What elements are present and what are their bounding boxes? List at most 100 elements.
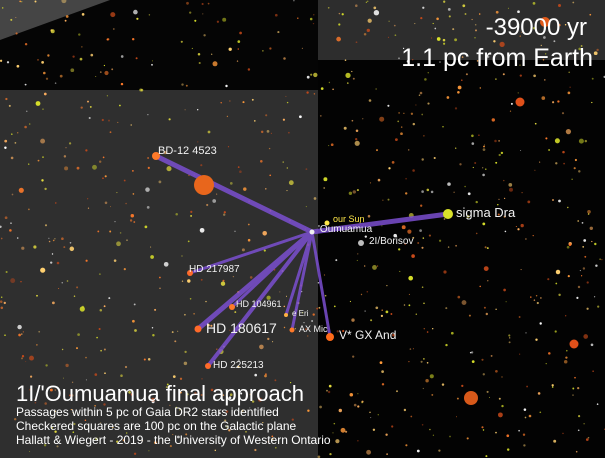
background-star (522, 433, 526, 436)
background-star (572, 394, 574, 396)
label-oumuamua: 'Oumuamua (318, 224, 373, 235)
encounter-tracks (153, 153, 451, 368)
background-star (147, 114, 149, 116)
background-star (526, 385, 529, 388)
background-star (558, 293, 561, 297)
background-star (407, 229, 412, 234)
background-star (69, 394, 71, 397)
background-star (558, 4, 561, 7)
background-star (411, 254, 415, 258)
background-star (481, 358, 484, 361)
background-star (455, 147, 457, 149)
background-star (431, 393, 434, 396)
track-sigma-dra (309, 211, 451, 235)
background-star (563, 162, 565, 165)
background-star (199, 227, 205, 233)
background-star (443, 0, 446, 3)
background-star (270, 132, 272, 134)
background-star (385, 433, 388, 436)
background-star (15, 32, 18, 35)
background-star (533, 74, 536, 78)
background-star (112, 28, 115, 30)
background-star (421, 246, 424, 249)
background-star (558, 23, 561, 27)
background-star (327, 390, 331, 394)
background-star (369, 411, 371, 414)
background-star (449, 435, 451, 438)
background-star (475, 232, 478, 235)
background-star (116, 440, 119, 443)
background-star (536, 301, 539, 305)
background-star (38, 330, 41, 333)
background-star (109, 131, 112, 134)
background-star (224, 419, 227, 422)
background-star (393, 233, 397, 238)
background-star (136, 17, 139, 20)
background-star (420, 204, 423, 207)
background-star (68, 142, 72, 145)
background-star (268, 147, 271, 150)
background-star (148, 14, 151, 16)
background-star (85, 379, 87, 381)
background-star (496, 51, 498, 54)
background-star (422, 6, 425, 9)
background-star (533, 299, 536, 301)
background-star (355, 138, 358, 141)
background-star (49, 388, 53, 392)
background-star (212, 199, 217, 203)
background-star (517, 23, 520, 26)
background-star (50, 29, 55, 34)
background-star (430, 190, 434, 194)
background-star (21, 355, 25, 358)
background-star (104, 175, 107, 178)
background-star (398, 112, 400, 114)
background-star (584, 255, 587, 258)
background-star (523, 444, 526, 447)
background-star (351, 318, 355, 322)
background-star (498, 198, 500, 201)
background-star (257, 397, 263, 402)
background-star (539, 161, 541, 163)
background-star (565, 315, 567, 317)
background-star (145, 187, 150, 192)
background-star (237, 48, 240, 50)
background-star (56, 261, 60, 265)
background-star (184, 350, 187, 354)
background-star (377, 178, 381, 182)
background-star (368, 99, 372, 102)
background-star (487, 280, 489, 282)
background-star (432, 22, 434, 25)
background-star (194, 19, 197, 22)
background-star (179, 391, 182, 394)
background-star (48, 237, 50, 239)
background-star (245, 431, 247, 433)
background-star (147, 157, 150, 159)
background-star (319, 405, 322, 409)
background-star (239, 31, 242, 35)
background-star (271, 435, 274, 438)
background-star (103, 403, 106, 406)
background-star (229, 182, 233, 185)
background-star (335, 259, 338, 262)
background-star (412, 169, 415, 172)
background-star (400, 132, 403, 136)
background-star (303, 321, 305, 324)
background-star (279, 291, 281, 293)
background-star (96, 336, 98, 339)
background-star (85, 149, 88, 152)
background-star (355, 129, 359, 132)
background-star (36, 294, 38, 297)
star-ax-mic (289, 327, 295, 333)
background-star (414, 23, 416, 25)
background-star (348, 191, 353, 195)
background-star (433, 156, 436, 160)
background-star (370, 319, 373, 322)
background-star (509, 337, 511, 339)
background-star (234, 230, 236, 233)
background-star (54, 430, 57, 433)
track-hd225213 (206, 230, 314, 368)
background-star (28, 163, 30, 165)
background-star (36, 344, 38, 346)
